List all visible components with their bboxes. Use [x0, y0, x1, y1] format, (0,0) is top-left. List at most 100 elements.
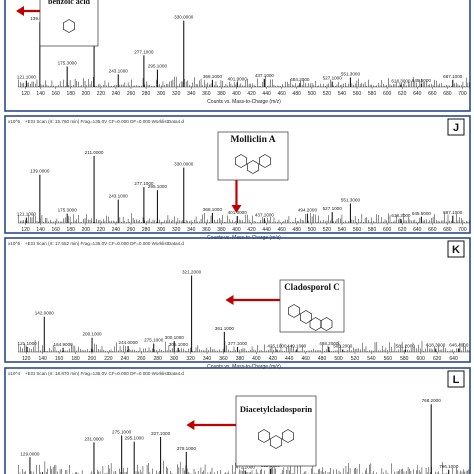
panel-frame: [4, 115, 471, 234]
x-tick-label: 600: [417, 356, 426, 362]
arrow-head: [225, 295, 234, 305]
x-tick-label: 440: [262, 227, 271, 233]
x-tick-label: 160: [51, 227, 60, 233]
peak-label: 211.0000: [85, 150, 104, 155]
x-tick-label: 660: [428, 91, 437, 97]
x-tick-label: 520: [323, 91, 332, 97]
x-tick-label: 440: [285, 356, 294, 362]
x-tick-label: 560: [353, 227, 362, 233]
x-tick-label: 420: [269, 356, 278, 362]
indicator-arrow: [186, 420, 236, 430]
compound-name: Cladosporol C: [284, 282, 340, 292]
x-tick-label: 240: [112, 91, 121, 97]
scan-header: +ESI Scan (rt: 17.552 min) Frag=135.0V C…: [25, 241, 184, 246]
structure-drawing: [235, 154, 271, 174]
x-tick-label: 320: [172, 227, 181, 233]
peak-label: 494.2000: [298, 208, 318, 213]
peak-label: 361.1000: [215, 326, 235, 331]
x-tick-label: 700: [458, 227, 467, 233]
peak-label: 175.3000: [58, 60, 78, 65]
compound-annotation: benzoic acid: [39, 0, 99, 47]
x-tick-label: 180: [67, 91, 76, 97]
x-tick-label: 120: [22, 356, 31, 362]
peak-label: 618.3000: [391, 79, 411, 84]
x-tick-label: 340: [203, 356, 212, 362]
x-tick-label: 280: [154, 356, 163, 362]
x-tick-label: 200: [82, 91, 91, 97]
y-scale-label: x10^5: [8, 119, 21, 124]
peak-label: 231.0000: [84, 436, 104, 441]
peak-label: 121.1000: [18, 341, 38, 346]
y-scale-label: x10^5: [8, 241, 21, 246]
x-tick-label: 380: [217, 227, 226, 233]
x-tick-label: 400: [232, 227, 241, 233]
compound-box: [217, 131, 289, 181]
x-tick-label: 380: [217, 91, 226, 97]
structure-ring: [282, 429, 294, 443]
indicator-arrow: [231, 180, 242, 213]
x-tick-label: 480: [318, 356, 327, 362]
x-tick-label: 540: [367, 356, 376, 362]
x-tick-label: 440: [262, 91, 271, 97]
x-tick-label: 680: [443, 227, 452, 233]
panel-letter: K: [452, 244, 460, 256]
x-tick-label: 560: [353, 91, 362, 97]
x-tick-label: 500: [308, 91, 317, 97]
spectrum-panel-K: x10^5 +ESI Scan (rt: 17.552 min) Frag=135…: [4, 237, 471, 370]
x-tick-label: 500: [308, 227, 317, 233]
peak-label: 645.5000: [412, 211, 432, 216]
panel-letter: J: [453, 122, 459, 134]
compound-box: [279, 279, 345, 333]
x-tick-label: 120: [21, 227, 30, 233]
x-tick-label: 460: [301, 356, 310, 362]
spectrum-panel-top: 121.1000139.0000175.3000243.1000277.1000…: [4, 0, 471, 112]
peak-label: 330.0000: [174, 15, 194, 20]
panel-frame: [4, 237, 471, 363]
x-tick-label: 260: [137, 356, 146, 362]
x-tick-label: 420: [247, 91, 256, 97]
x-tick-label: 360: [219, 356, 228, 362]
peak-label: 527.1000: [323, 75, 343, 80]
peak-label: 300.1000: [165, 335, 185, 340]
x-tick-label: 580: [400, 356, 409, 362]
x-tick-label: 180: [71, 356, 80, 362]
compound-box: [39, 0, 99, 47]
compound-annotation: Cladosporol C: [279, 279, 345, 333]
panel-letter-box: [447, 240, 465, 258]
peak-label: 295.1000: [148, 64, 168, 69]
peak-label: 484.2000: [290, 77, 310, 82]
x-tick-label: 580: [368, 91, 377, 97]
scan-header: +ESI Scan (rt: 18.870 min) Frag=135.0V C…: [25, 371, 184, 376]
x-tick-label: 340: [187, 91, 196, 97]
arrow-head: [231, 205, 242, 213]
compound-name: Molliclin A: [230, 135, 275, 145]
structure-ring: [258, 429, 270, 443]
peak-label: 618.3000: [426, 343, 446, 348]
panel-frame: [4, 0, 471, 112]
peak-label: 449.1000: [287, 343, 307, 348]
peak-label: 277.1000: [134, 49, 154, 54]
x-tick-label: 560: [384, 356, 393, 362]
peak-label: 142.0000: [35, 311, 55, 316]
x-tick-label: 140: [36, 91, 45, 97]
x-tick-label: 140: [38, 356, 47, 362]
panel-letter: L: [453, 374, 460, 386]
x-tick-label: 360: [202, 91, 211, 97]
x-tick-label: 660: [428, 227, 437, 233]
structure-drawing: [63, 19, 75, 33]
x-tick-label: 260: [127, 227, 136, 233]
peak-label: 377.1000: [228, 341, 248, 346]
x-tick-label: 620: [398, 227, 407, 233]
spectrum-panel-J: x10^5 +ESI Scan (rt: 15.760 min) Frag=135…: [4, 115, 471, 241]
peak-label: 275.1000: [112, 429, 132, 434]
x-tick-label: 600: [383, 91, 392, 97]
peak-label: 645.5000: [412, 78, 432, 83]
peak-label: 401.0000: [228, 210, 248, 215]
peak-label: 295.1000: [125, 436, 145, 441]
x-tick-label: 320: [186, 356, 195, 362]
peak-label: 368.1000: [203, 74, 223, 79]
y-scale-label: x10^4: [8, 371, 21, 376]
peak-label: 175.3000: [58, 208, 78, 213]
peak-label: 488.2000: [319, 341, 339, 346]
